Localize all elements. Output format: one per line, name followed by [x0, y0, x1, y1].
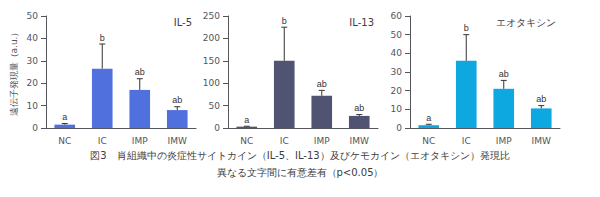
svg-text:ab: ab — [499, 69, 509, 79]
svg-text:0: 0 — [396, 123, 402, 133]
svg-text:b: b — [282, 16, 287, 26]
svg-text:IMW: IMW — [350, 136, 369, 146]
svg-text:250: 250 — [203, 11, 220, 21]
svg-text:b: b — [100, 33, 105, 43]
svg-text:30: 30 — [391, 67, 403, 77]
svg-text:10: 10 — [391, 104, 403, 114]
svg-text:IL-5: IL-5 — [174, 17, 192, 28]
svg-text:150: 150 — [203, 56, 220, 66]
svg-text:遠伝子発現量（a.u.）: 遠伝子発現量（a.u.） — [9, 28, 19, 117]
svg-text:NC: NC — [58, 136, 71, 146]
svg-text:a: a — [426, 113, 431, 123]
svg-text:40: 40 — [27, 33, 39, 43]
svg-text:IC: IC — [98, 136, 107, 146]
svg-text:a: a — [62, 112, 67, 122]
svg-text:b: b — [464, 23, 469, 33]
svg-text:ab: ab — [172, 95, 182, 105]
svg-text:IMW: IMW — [532, 136, 551, 146]
svg-text:IMP: IMP — [314, 136, 330, 146]
svg-text:IMW: IMW — [168, 136, 187, 146]
svg-text:IMP: IMP — [132, 136, 148, 146]
svg-text:エオタキシン: エオタキシン — [496, 17, 556, 28]
svg-text:IMP: IMP — [496, 136, 512, 146]
svg-text:100: 100 — [203, 78, 220, 88]
svg-text:50: 50 — [27, 11, 39, 21]
svg-text:ab: ab — [317, 79, 327, 89]
svg-text:50: 50 — [209, 101, 221, 111]
svg-text:図3 肖組織中の炎症性サイトカイン（IL-5、IL-13）及: 図3 肖組織中の炎症性サイトカイン（IL-5、IL-13）及びケモカイン（エオタ… — [90, 150, 509, 161]
svg-text:IC: IC — [462, 136, 471, 146]
svg-text:20: 20 — [391, 86, 403, 96]
svg-text:10: 10 — [27, 101, 39, 111]
svg-text:60: 60 — [391, 11, 403, 21]
svg-text:a: a — [244, 115, 249, 125]
svg-text:IL-13: IL-13 — [349, 17, 374, 28]
svg-text:IC: IC — [280, 136, 289, 146]
svg-text:20: 20 — [27, 78, 39, 88]
svg-text:ab: ab — [536, 94, 546, 104]
svg-text:0: 0 — [32, 123, 38, 133]
svg-text:異なる文字間に有意差有（p<0.05）: 異なる文字間に有意差有（p<0.05） — [217, 167, 384, 178]
svg-text:ab: ab — [354, 103, 364, 113]
svg-text:0: 0 — [214, 123, 220, 133]
svg-text:NC: NC — [240, 136, 253, 146]
svg-text:30: 30 — [27, 56, 39, 66]
svg-text:NC: NC — [422, 136, 435, 146]
svg-text:50: 50 — [391, 30, 403, 40]
svg-text:40: 40 — [391, 48, 403, 58]
svg-text:ab: ab — [135, 67, 145, 77]
svg-text:200: 200 — [203, 33, 220, 43]
